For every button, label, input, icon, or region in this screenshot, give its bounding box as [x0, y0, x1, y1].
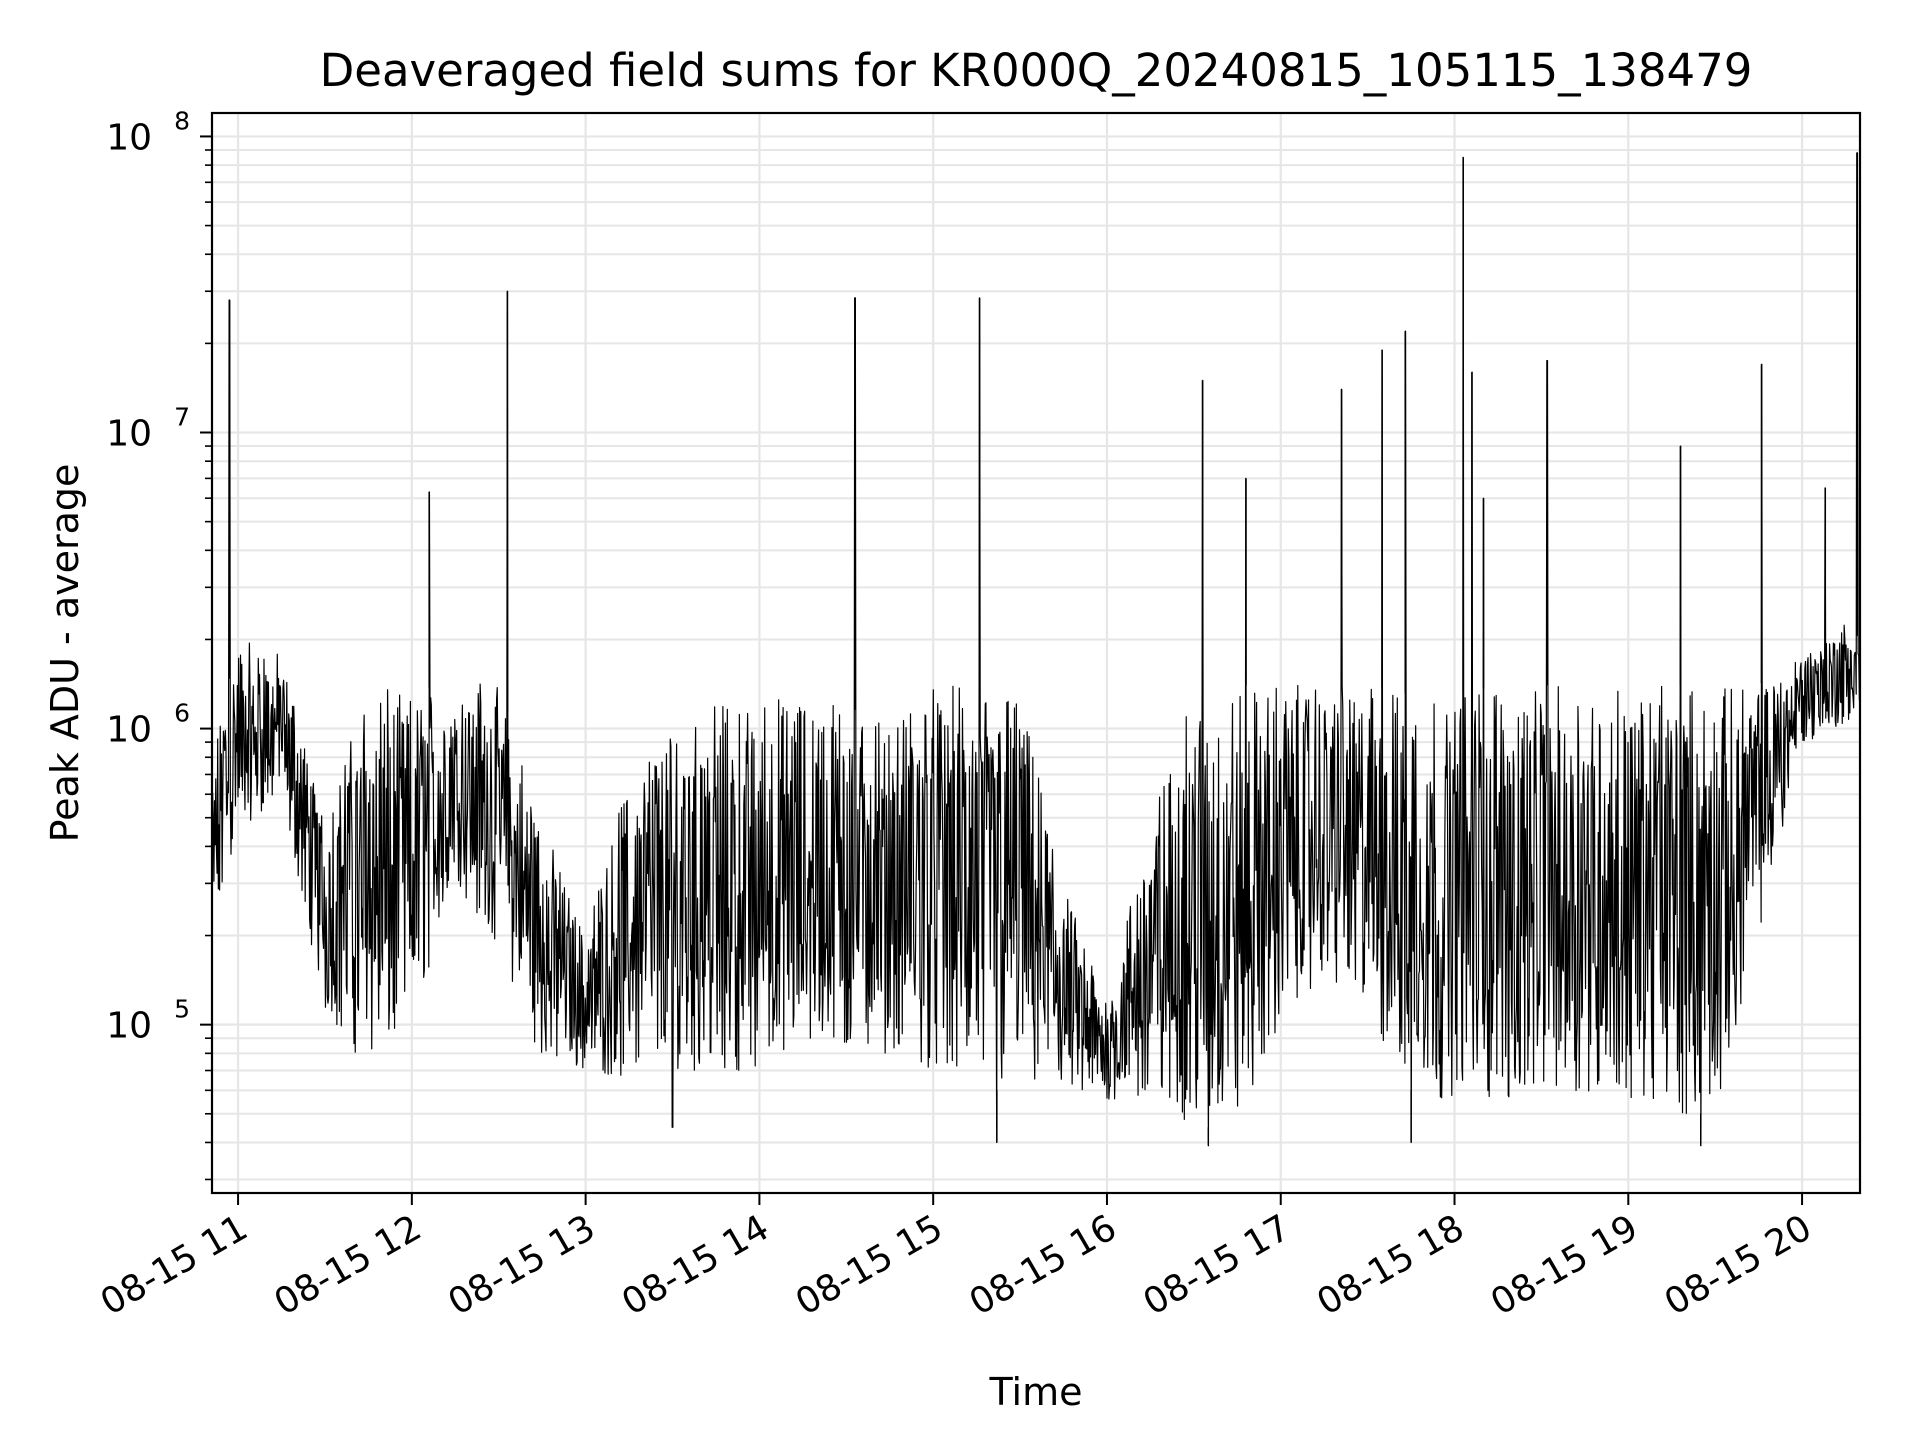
chart-title: Deaveraged field sums for KR000Q_2024081… — [320, 44, 1753, 97]
x-tick-label: 08-15 12 — [268, 1207, 429, 1323]
x-tick-label: 08-15 15 — [789, 1207, 950, 1323]
x-axis: 08-15 11 08-15 12 08-15 13 08-15 14 08-15 15… — [94, 1193, 1819, 1324]
y-tick-exponent: 5 — [174, 995, 190, 1024]
x-tick-label: 08-15 20 — [1658, 1207, 1819, 1323]
y-tick-exponent: 7 — [174, 403, 190, 432]
x-tick-label: 08-15 14 — [615, 1207, 776, 1323]
x-tick-label: 08-15 16 — [963, 1207, 1124, 1323]
x-tick-label: 08-15 17 — [1137, 1207, 1298, 1323]
x-tick-label: 08-15 11 — [94, 1207, 255, 1323]
y-tick-label: 10 — [106, 710, 152, 751]
data-series — [212, 152, 1860, 1147]
series-line — [212, 152, 1860, 1147]
y-axis-label: Peak ADU - average — [43, 464, 87, 843]
plot-frame — [210, 111, 1862, 1195]
y-axis: 10 5 10 6 10 7 10 8 — [106, 106, 212, 1181]
y-tick-label: 10 — [106, 414, 152, 455]
grid — [212, 113, 1860, 1193]
y-tick-label: 10 — [106, 117, 152, 158]
x-axis-label: Time — [989, 1370, 1083, 1414]
y-tick-exponent: 6 — [174, 699, 190, 728]
x-tick-label: 08-15 19 — [1484, 1207, 1645, 1323]
y-tick-exponent: 8 — [174, 106, 190, 135]
y-tick-label: 10 — [106, 1006, 152, 1047]
x-tick-label: 08-15 13 — [441, 1207, 602, 1323]
x-tick-label: 08-15 18 — [1310, 1207, 1471, 1323]
